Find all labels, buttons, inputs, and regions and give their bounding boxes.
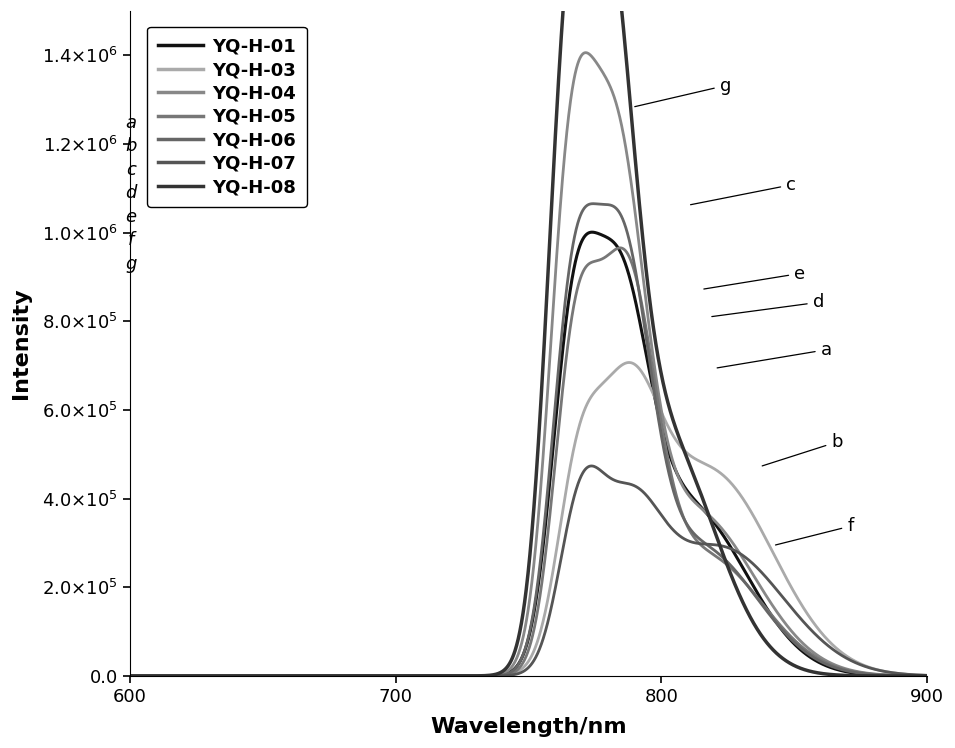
- Text: f: f: [127, 231, 134, 249]
- Text: g: g: [125, 254, 137, 272]
- Text: a: a: [717, 341, 832, 368]
- Y-axis label: Intensity: Intensity: [11, 288, 32, 399]
- Text: d: d: [711, 293, 824, 316]
- Text: c: c: [126, 161, 136, 179]
- Text: b: b: [125, 138, 137, 156]
- Text: g: g: [635, 76, 732, 107]
- Text: e: e: [125, 208, 137, 226]
- Text: a: a: [125, 114, 137, 132]
- X-axis label: Wavelength/nm: Wavelength/nm: [430, 717, 626, 737]
- Text: f: f: [775, 517, 854, 545]
- Text: e: e: [704, 265, 805, 289]
- Text: c: c: [690, 176, 796, 205]
- Text: d: d: [125, 184, 137, 202]
- Legend: YQ-H-01, YQ-H-03, YQ-H-04, YQ-H-05, YQ-H-06, YQ-H-07, YQ-H-08: YQ-H-01, YQ-H-03, YQ-H-04, YQ-H-05, YQ-H…: [147, 27, 307, 207]
- Text: b: b: [762, 433, 842, 466]
